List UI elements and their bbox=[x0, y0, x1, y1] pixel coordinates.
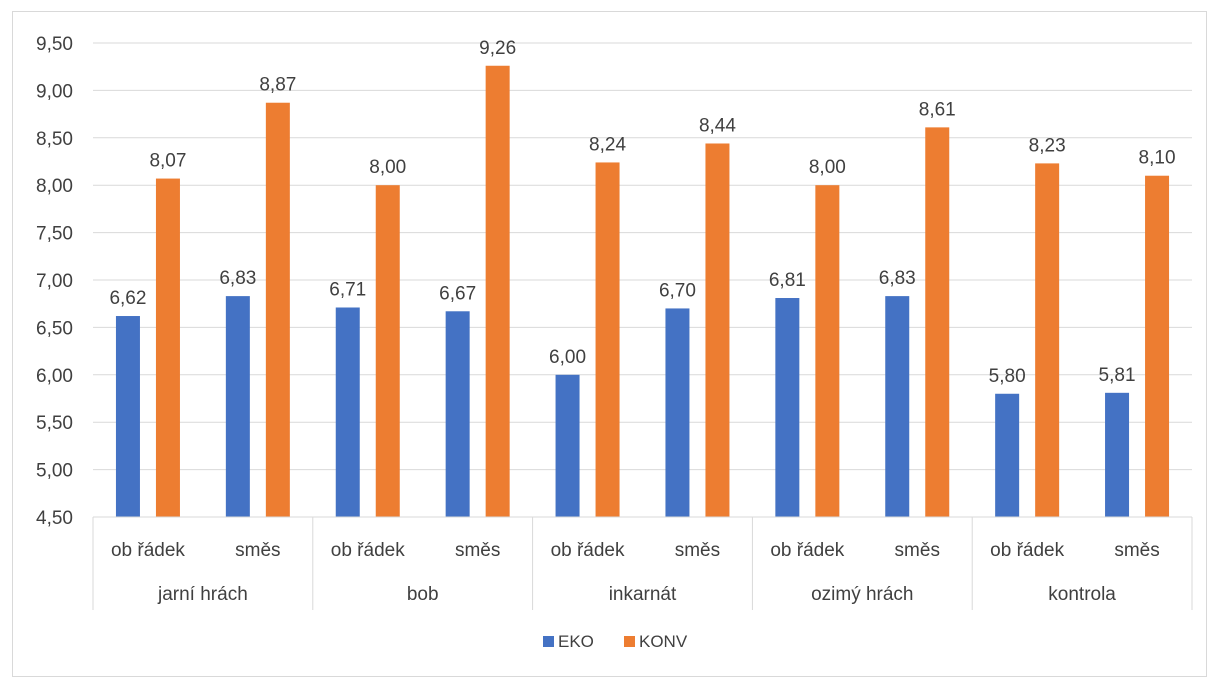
bar-eko bbox=[115, 316, 140, 517]
group-label: bob bbox=[407, 584, 439, 605]
data-label: 8,23 bbox=[1029, 135, 1066, 156]
bar-eko bbox=[445, 311, 470, 517]
data-label: 5,80 bbox=[989, 366, 1026, 387]
group-label: jarní hrách bbox=[157, 584, 248, 605]
bar-konv bbox=[485, 65, 510, 517]
bar-eko bbox=[885, 296, 910, 517]
y-tick-label: 9,50 bbox=[36, 34, 73, 55]
group-label: ozimý hrách bbox=[811, 584, 913, 605]
bar-eko bbox=[995, 393, 1020, 517]
group-label: kontrola bbox=[1048, 584, 1116, 605]
category-label: ob řádek bbox=[770, 540, 844, 561]
y-tick-label: 7,00 bbox=[36, 271, 73, 292]
gridlines bbox=[93, 42, 1192, 518]
legend-label-konv: KONV bbox=[639, 632, 688, 651]
category-label: ob řádek bbox=[990, 540, 1064, 561]
y-tick-label: 7,50 bbox=[36, 224, 73, 245]
y-tick-label: 5,50 bbox=[36, 413, 73, 434]
data-label: 8,10 bbox=[1139, 148, 1176, 169]
y-tick-label: 4,50 bbox=[36, 508, 73, 529]
y-axis: 4,50 5,00 5,50 6,00 6,50 7,00 7,50 8,00 8,50 9,00… bbox=[36, 34, 73, 529]
bar-konv bbox=[155, 178, 180, 517]
data-label: 8,44 bbox=[699, 115, 736, 136]
legend: EKO KONV bbox=[543, 632, 688, 651]
data-label: 5,81 bbox=[1099, 365, 1136, 386]
bar-konv bbox=[1035, 163, 1060, 517]
y-tick-label: 6,50 bbox=[36, 318, 73, 339]
data-label: 6,71 bbox=[329, 279, 366, 300]
category-label: ob řádek bbox=[331, 540, 405, 561]
x-axis: ob řádek směs jarní hrách ob řádek směs bob ob… bbox=[92, 516, 1193, 610]
data-label: 8,00 bbox=[369, 157, 406, 178]
data-label: 6,70 bbox=[659, 280, 696, 301]
data-label: 6,62 bbox=[109, 288, 146, 309]
bar-konv bbox=[815, 185, 840, 517]
y-tick-label: 6,00 bbox=[36, 366, 73, 387]
category-label: směs bbox=[455, 540, 500, 561]
y-tick-label: 8,00 bbox=[36, 176, 73, 197]
bars bbox=[115, 65, 1170, 517]
data-label: 6,00 bbox=[549, 347, 586, 368]
bar-konv bbox=[925, 127, 950, 517]
data-label: 6,83 bbox=[879, 268, 916, 289]
y-tick-label: 9,00 bbox=[36, 81, 73, 102]
data-label: 8,00 bbox=[809, 157, 846, 178]
bar-eko bbox=[665, 308, 690, 517]
data-label: 8,24 bbox=[589, 134, 626, 155]
data-label: 9,26 bbox=[479, 38, 516, 59]
legend-label-eko: EKO bbox=[558, 632, 594, 651]
bar-eko bbox=[775, 298, 800, 517]
bar-eko bbox=[225, 296, 250, 517]
bar-eko bbox=[1105, 392, 1130, 517]
bar-konv bbox=[375, 185, 400, 517]
y-tick-label: 5,00 bbox=[36, 461, 73, 482]
bar-eko bbox=[335, 307, 360, 517]
category-label: ob řádek bbox=[111, 540, 185, 561]
group-label: inkarnát bbox=[609, 584, 677, 605]
data-label: 6,67 bbox=[439, 283, 476, 304]
data-labels: 6,62 8,07 6,83 8,87 6,71 8,00 6,67 9,26 6,00 8,24… bbox=[109, 38, 1175, 387]
legend-swatch-eko bbox=[543, 636, 554, 647]
data-label: 6,83 bbox=[219, 268, 256, 289]
bar-konv bbox=[265, 102, 290, 517]
y-tick-label: 8,50 bbox=[36, 129, 73, 150]
bar-eko bbox=[555, 374, 580, 517]
legend-swatch-konv bbox=[624, 636, 635, 647]
category-label: směs bbox=[895, 540, 940, 561]
data-label: 8,07 bbox=[149, 151, 186, 172]
category-label: ob řádek bbox=[551, 540, 625, 561]
bar-konv bbox=[705, 143, 730, 517]
category-label: směs bbox=[235, 540, 280, 561]
data-label: 8,87 bbox=[259, 75, 296, 96]
bar-konv bbox=[1145, 175, 1170, 517]
category-label: směs bbox=[1114, 540, 1159, 561]
bar-konv bbox=[595, 162, 620, 517]
data-label: 6,81 bbox=[769, 270, 806, 291]
category-label: směs bbox=[675, 540, 720, 561]
data-label: 8,61 bbox=[919, 99, 956, 120]
